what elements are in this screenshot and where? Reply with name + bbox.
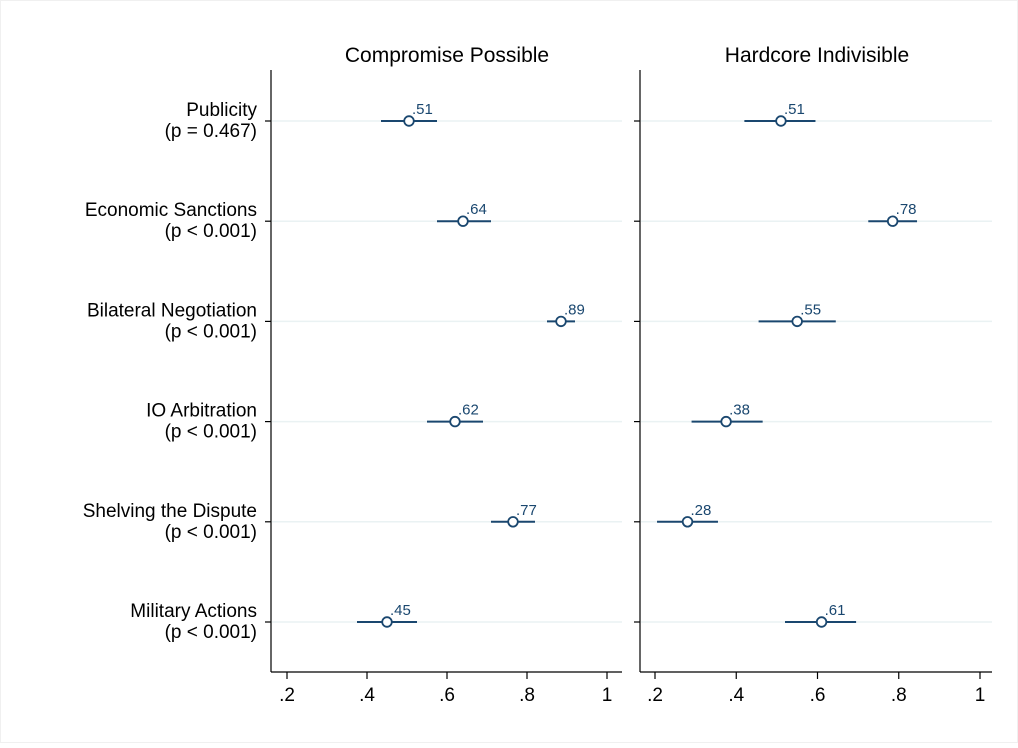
point-estimate-marker (403, 115, 415, 127)
data-label: .64 (466, 201, 487, 218)
point-estimate-marker (457, 215, 469, 227)
x-tick-label: 1 (602, 685, 613, 706)
point-estimate-marker (555, 315, 567, 328)
x-tick-label: .8 (519, 685, 535, 706)
axes: .2 .4 .6 .8 1 .2 .4 .6 .8 1 (265, 70, 992, 706)
data-label: .55 (800, 301, 821, 318)
x-tick-label: .2 (279, 685, 295, 706)
data-label: .51 (412, 101, 433, 118)
point-estimate-marker (381, 616, 393, 628)
x-tick-label: .6 (810, 685, 826, 706)
point-estimate-marker (886, 215, 899, 227)
data-label: .62 (458, 402, 479, 419)
x-tick-label: 1 (975, 685, 986, 706)
x-tick-label: .4 (359, 685, 375, 706)
row-labels: Publicity(p = 0.467)Economic Sanctions(p… (83, 100, 258, 643)
row-p-value: (p < 0.001) (165, 221, 257, 242)
row-label: Economic Sanctions (85, 200, 257, 221)
point-estimate-marker (449, 415, 461, 428)
data-label: .77 (516, 502, 537, 519)
data-label: .51 (784, 101, 805, 118)
x-tick-label: .6 (439, 685, 455, 706)
data-label: .45 (390, 602, 411, 619)
row-p-value: (p = 0.467) (165, 121, 257, 142)
point-estimate-marker (681, 516, 694, 528)
x-tick-label: .8 (891, 685, 907, 706)
row-p-value: (p < 0.001) (165, 522, 257, 543)
x-tick-label: .2 (647, 685, 663, 706)
point-estimate-marker (775, 115, 787, 127)
panel-title-hardcore-indivisible: Hardcore Indivisible (725, 44, 909, 67)
row-label: IO Arbitration (146, 401, 257, 422)
row-p-value: (p < 0.001) (165, 422, 257, 443)
point-estimate-marker (815, 616, 828, 628)
data-label: .38 (729, 402, 750, 419)
row-label: Publicity (186, 100, 257, 121)
row-label: Military Actions (130, 601, 257, 622)
point-estimate-marker (720, 415, 732, 428)
row-label: Bilateral Negotiation (87, 300, 257, 321)
data-label: .78 (896, 201, 917, 218)
data-marks: .51 .64 .89 .62 .77 .45 .51 .78 .55 .38 .28 .61 (357, 101, 918, 628)
x-tick-label: .4 (728, 685, 744, 706)
row-p-value: (p < 0.001) (165, 622, 257, 643)
point-estimate-marker (507, 516, 519, 528)
point-estimate-marker (791, 315, 803, 328)
data-label: .61 (825, 602, 846, 619)
row-p-value: (p < 0.001) (165, 321, 257, 342)
data-label: .89 (564, 301, 585, 318)
row-label: Shelving the Dispute (83, 501, 257, 522)
data-label: .28 (691, 502, 712, 519)
panel-title-compromise-possible: Compromise Possible (345, 44, 549, 67)
